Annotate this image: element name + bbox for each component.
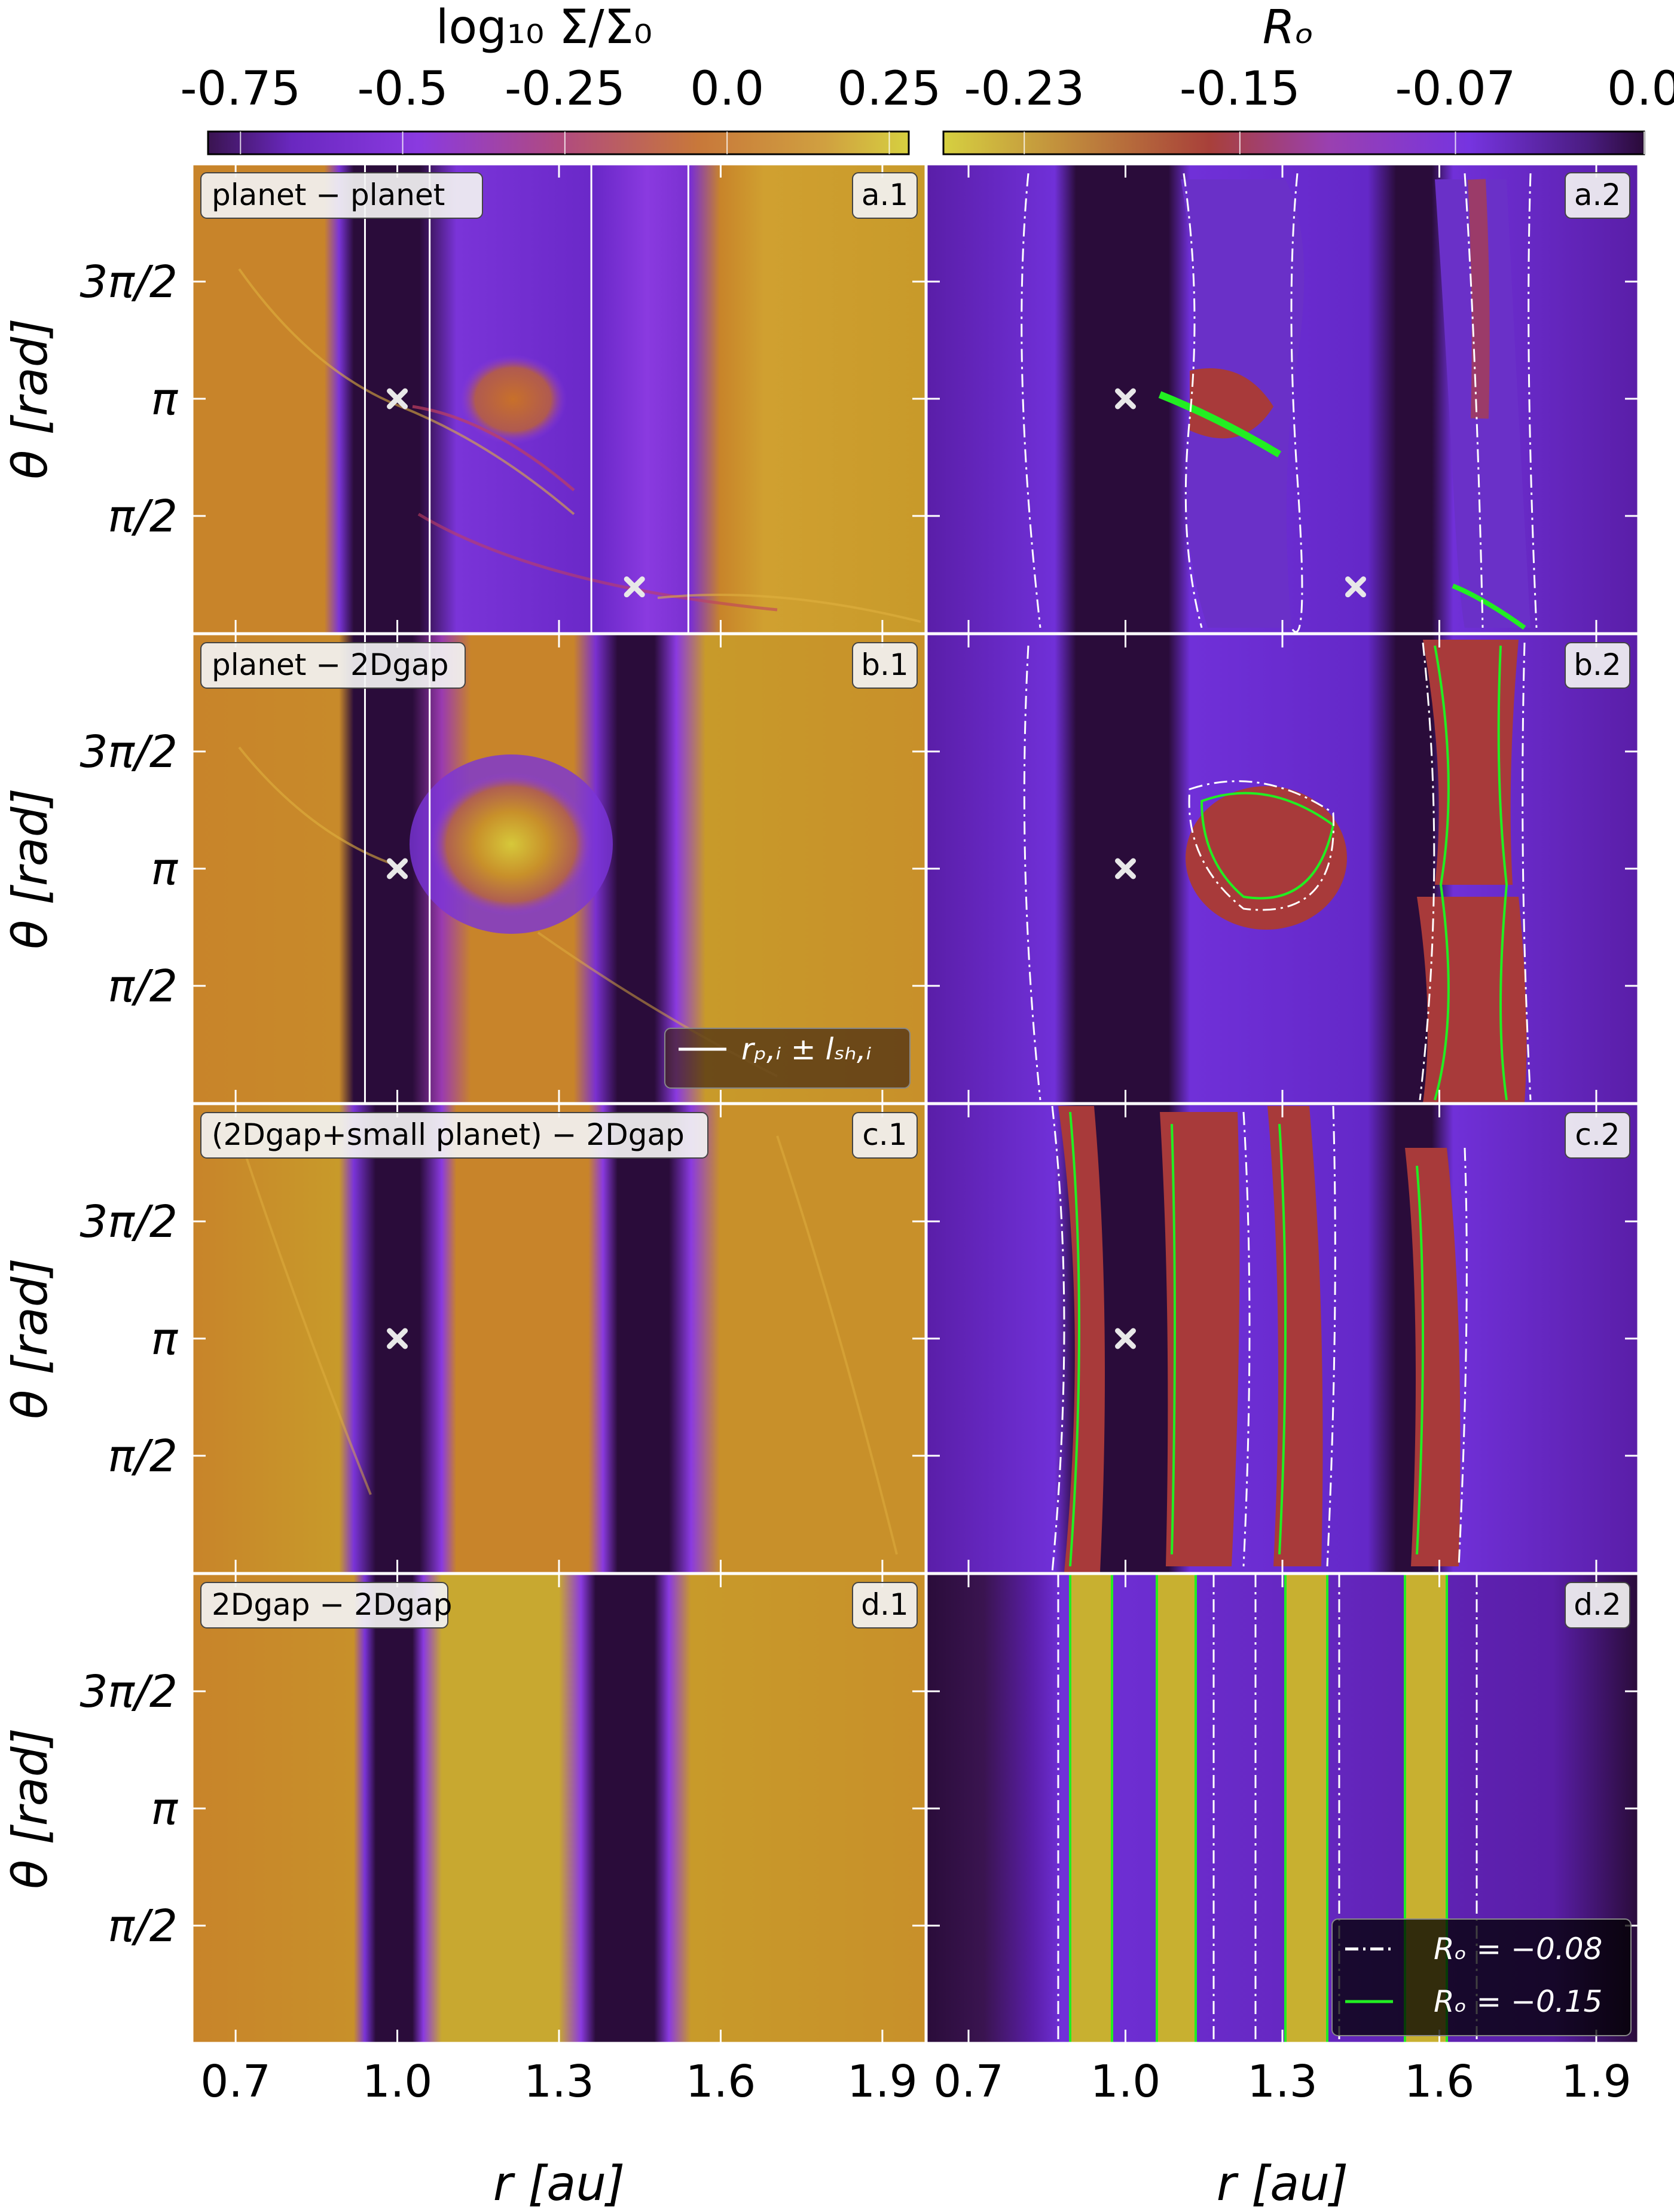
- planet-marker-icon: [387, 858, 408, 879]
- panel-c1: [193, 1104, 925, 1573]
- panel-title: 2Dgap − 2Dgap: [212, 1587, 453, 1622]
- panel-id-badge: [852, 642, 918, 689]
- y-tick-label: 3π/2: [80, 256, 178, 308]
- panel-id-badge: [1565, 172, 1630, 219]
- panel-id-label: b.2: [1574, 647, 1621, 682]
- panel-c2: [927, 1104, 1638, 1573]
- colorbar-left-tick-label: 0.25: [838, 62, 942, 116]
- x-tick-label: 1.9: [847, 2056, 918, 2107]
- x-tick-label: 1.6: [1404, 2056, 1475, 2107]
- x-tick-label: 1.0: [1090, 2056, 1161, 2107]
- y-tick-label: π: [151, 844, 178, 895]
- panel-title-box: [200, 1112, 708, 1159]
- panel-id-badge: [852, 1112, 918, 1159]
- colorbar-right-tick-label: -0.15: [1180, 62, 1300, 116]
- colorbar-left: log₁₀ Σ/Σ₀ -0.75 -0.5 -0.25 0.0 0.25: [180, 1, 941, 155]
- y-tick-label: π/2: [108, 961, 178, 1012]
- planet-marker-icon: [1115, 858, 1136, 879]
- colorbar-right-ticks: -0.23 -0.15 -0.07 0.0: [964, 62, 1674, 154]
- colorbar-left-tick-label: -0.75: [180, 62, 301, 116]
- colorbar-left-tick-label: 0.0: [690, 62, 764, 116]
- y-tick-label: π/2: [108, 491, 178, 542]
- y-axis-label-a: θ [rad]: [2, 318, 58, 479]
- y-axis-label-b: θ [rad]: [2, 788, 58, 949]
- planet-marker-icon: [387, 1328, 408, 1349]
- legend-shock-width: rₚ,ᵢ ± lₛₕ,ᵢ: [664, 1028, 911, 1089]
- x-axis-label-right: r [au]: [1217, 2156, 1348, 2211]
- panel-id-label: a.2: [1574, 178, 1621, 212]
- planet-marker-icon: [1345, 576, 1366, 598]
- panel-title: planet − planet: [212, 178, 445, 212]
- colorbar-right-label: Rₒ: [1263, 1, 1314, 54]
- panel-title-box: [200, 172, 483, 219]
- x-tick-label: 0.7: [933, 2056, 1004, 2107]
- planet-marker-icon: [1115, 1328, 1136, 1349]
- panel-id-badge: [1565, 642, 1630, 689]
- y-tick-label: π/2: [108, 1431, 178, 1482]
- y-tick-label: 3π/2: [80, 1196, 178, 1248]
- colorbar-left-tick-label: -0.25: [505, 62, 625, 116]
- y-tick-label: π: [151, 1783, 178, 1835]
- panel-id-badge: [1565, 1582, 1630, 1629]
- panel-d1: [193, 1574, 925, 2043]
- legend-shock-width-label: rₚ,ᵢ ± lₛₕ,ᵢ: [741, 1032, 872, 1067]
- panel-d2: [927, 1574, 1638, 2043]
- x-tick-label: 0.7: [200, 2056, 271, 2107]
- panel-id-badge: [852, 1582, 918, 1629]
- legend-ro-015-label: Rₒ = −0.15: [1434, 1984, 1602, 2019]
- panel-title-box: [200, 1582, 448, 1629]
- panel-id-badge: [1565, 1112, 1630, 1159]
- colorbar-right-tick-label: -0.23: [964, 62, 1085, 116]
- panel-id-label: d.1: [861, 1587, 908, 1622]
- x-tick-label: 1.9: [1561, 2056, 1632, 2107]
- y-tick-label: 3π/2: [80, 1666, 178, 1718]
- panel-id-badge: [852, 172, 918, 219]
- panel-title: (2Dgap+small planet) − 2Dgap: [212, 1117, 685, 1152]
- y-tick-label: π: [151, 374, 178, 425]
- colorbar-left-tick-label: -0.5: [357, 62, 448, 116]
- y-tick-label: 3π/2: [80, 726, 178, 778]
- panel-a1: [193, 164, 925, 633]
- panel-a2: [927, 164, 1638, 633]
- y-tick-label: π: [151, 1313, 178, 1365]
- panel-id-label: a.1: [862, 178, 908, 212]
- x-tick-label: 1.6: [686, 2056, 756, 2107]
- colorbar-left-label: log₁₀ Σ/Σ₀: [436, 1, 652, 54]
- panel-id-label: b.1: [861, 647, 908, 682]
- panel-b1: [193, 634, 925, 1103]
- planet-marker-icon: [387, 388, 408, 410]
- panel-title: planet − 2Dgap: [212, 647, 448, 682]
- x-tick-label: 1.3: [524, 2056, 594, 2107]
- panel-id-label: d.2: [1574, 1587, 1621, 1622]
- colorbar-left-bar: [207, 130, 910, 155]
- legend-ro-008-label: Rₒ = −0.08: [1434, 1932, 1602, 1966]
- panel-id-label: c.1: [862, 1117, 907, 1152]
- x-axis-label-left: r [au]: [493, 2156, 625, 2211]
- colorbar-right: Rₒ -0.23 -0.15 -0.07 0.0: [942, 1, 1674, 155]
- colorbar-left-ticks: -0.75 -0.5 -0.25 0.0 0.25: [180, 62, 941, 154]
- colorbar-right-bar: [942, 130, 1645, 155]
- y-axis-label-c: θ [rad]: [2, 1258, 58, 1419]
- y-tick-label: π/2: [108, 1901, 178, 1952]
- axes-overlay: 3π/2 π π/2 a.1 planet − planet a.2 3π/2 π π/2 b.1…: [80, 163, 1639, 2107]
- x-tick-label: 1.3: [1247, 2056, 1318, 2107]
- planet-marker-icon: [1115, 388, 1136, 410]
- planet-marker-icon: [624, 576, 645, 598]
- colorbar-right-tick-label: -0.07: [1395, 62, 1516, 116]
- panel-title-box: [200, 642, 466, 689]
- legend-ro-contours: Rₒ = −0.08 Rₒ = −0.15: [1331, 1918, 1632, 2036]
- colorbar-right-tick-label: 0.0: [1607, 62, 1674, 116]
- panel-b2: [927, 634, 1638, 1103]
- x-tick-label: 1.0: [362, 2056, 433, 2107]
- y-axis-label-d: θ [rad]: [2, 1728, 58, 1889]
- panel-id-label: c.2: [1575, 1117, 1620, 1152]
